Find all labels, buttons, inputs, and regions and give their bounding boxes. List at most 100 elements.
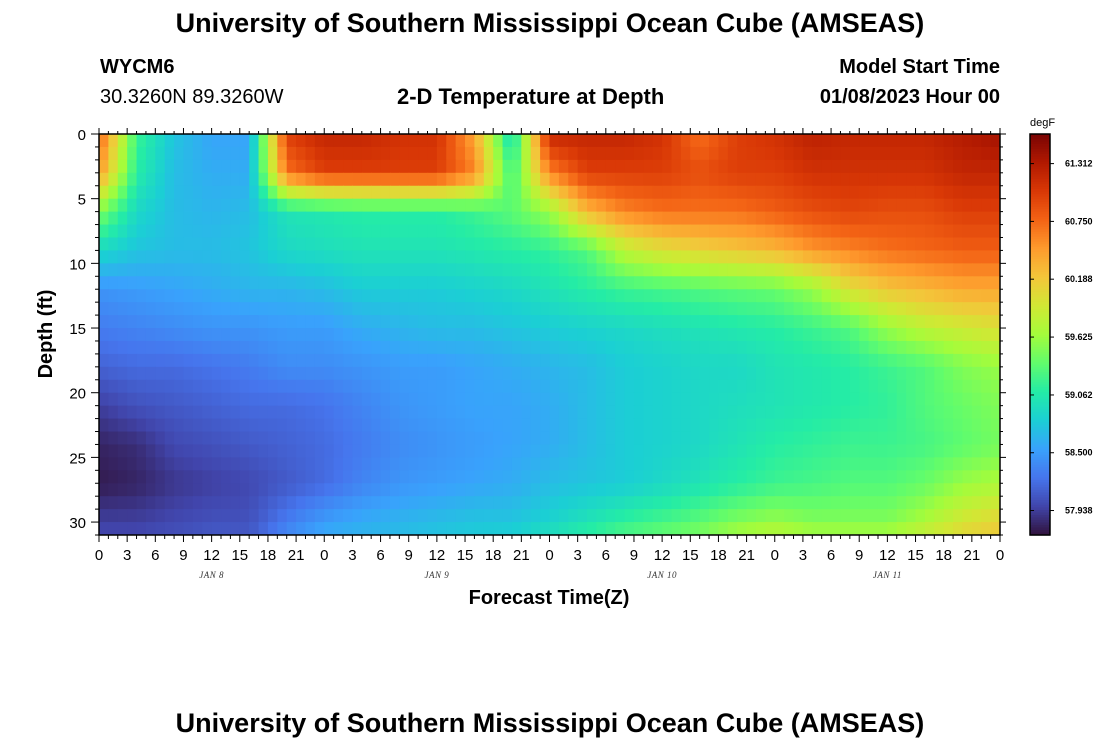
colorbar-swatch — [1030, 449, 1050, 453]
heatmap-cell — [793, 134, 804, 148]
x-tick-label: 12 — [429, 547, 446, 564]
heatmap-cell — [906, 366, 917, 381]
heatmap-cell — [521, 237, 532, 252]
heatmap-cell — [605, 328, 616, 342]
heatmap-cell — [474, 418, 485, 433]
heatmap-cell — [962, 366, 973, 381]
heatmap-cell — [540, 340, 551, 355]
heatmap-cell — [211, 289, 222, 303]
heatmap-cell — [324, 328, 335, 342]
heatmap-cell — [333, 353, 344, 368]
heatmap-cell — [662, 470, 673, 484]
heatmap-cell — [577, 379, 588, 394]
heatmap-cell — [343, 289, 354, 303]
heatmap-cell — [746, 172, 757, 187]
heatmap-cell — [314, 263, 325, 277]
heatmap-cell — [718, 366, 729, 381]
heatmap-cell — [99, 289, 109, 303]
heatmap-cell — [877, 146, 888, 161]
heatmap-cell — [615, 483, 626, 497]
heatmap-cell — [765, 302, 776, 316]
heatmap-cell — [164, 263, 175, 277]
heatmap-cell — [568, 328, 579, 342]
heatmap-cell — [615, 315, 626, 329]
heatmap-cell — [549, 237, 560, 252]
heatmap-cell — [267, 457, 278, 471]
heatmap-cell — [868, 276, 879, 290]
heatmap-cell — [540, 470, 551, 484]
heatmap-cell — [202, 250, 213, 264]
heatmap-cell — [352, 159, 363, 174]
heatmap-cell — [981, 431, 992, 446]
heatmap-cell — [314, 224, 325, 239]
colorbar-swatch — [1030, 186, 1050, 190]
heatmap-cell — [727, 172, 738, 187]
heatmap-cell — [709, 250, 720, 264]
heatmap-cell — [117, 315, 128, 329]
heatmap-cell — [990, 146, 1000, 161]
heatmap-cell — [755, 366, 766, 381]
heatmap-cell — [718, 405, 729, 420]
heatmap-cell — [136, 392, 147, 407]
heatmap-cell — [887, 211, 898, 226]
heatmap-cell — [784, 172, 795, 187]
heatmap-cell — [117, 392, 128, 407]
colorbar-swatch — [1030, 489, 1050, 493]
heatmap-cell — [108, 366, 119, 381]
heatmap-cell — [183, 146, 194, 161]
heatmap-cell — [812, 198, 823, 213]
heatmap-cell — [755, 496, 766, 510]
heatmap-cell — [643, 509, 654, 523]
heatmap-cell — [652, 224, 663, 239]
heatmap-cell — [784, 405, 795, 420]
heatmap-cell — [371, 522, 382, 535]
heatmap-cell — [755, 263, 766, 277]
heatmap-cell — [333, 483, 344, 497]
heatmap-cell — [483, 431, 494, 446]
heatmap-cell — [662, 198, 673, 213]
heatmap-cell — [389, 198, 400, 213]
heatmap-cell — [230, 509, 241, 523]
heatmap-cell — [727, 418, 738, 433]
heatmap-cell — [549, 159, 560, 174]
heatmap-cell — [699, 263, 710, 277]
heatmap-cell — [784, 185, 795, 200]
heatmap-cell — [558, 522, 569, 535]
heatmap-cell — [483, 366, 494, 381]
heatmap-cell — [127, 315, 138, 329]
heatmap-cell — [249, 340, 260, 355]
heatmap-cell — [605, 211, 616, 226]
heatmap-cell — [99, 353, 109, 368]
heatmap-cell — [624, 211, 635, 226]
heatmap-cell — [361, 483, 372, 497]
heatmap-cell — [587, 224, 598, 239]
heatmap-cell — [812, 146, 823, 161]
heatmap-cell — [465, 379, 476, 394]
colorbar-swatch — [1030, 387, 1050, 391]
heatmap-cell — [117, 457, 128, 471]
heatmap-cell — [380, 315, 391, 329]
heatmap-cell — [474, 211, 485, 226]
heatmap-cell — [849, 366, 860, 381]
heatmap-cell — [877, 315, 888, 329]
heatmap-cell — [493, 522, 504, 535]
heatmap-cell — [521, 224, 532, 239]
heatmap-cell — [380, 379, 391, 394]
heatmap-cell — [314, 392, 325, 407]
heatmap-cell — [436, 457, 447, 471]
heatmap-cell — [737, 405, 748, 420]
heatmap-cell — [868, 509, 879, 523]
heatmap-cell — [652, 302, 663, 316]
heatmap-cell — [324, 237, 335, 252]
heatmap-cell — [831, 276, 842, 290]
heatmap-cell — [230, 470, 241, 484]
heatmap-cell — [802, 405, 813, 420]
heatmap-cell — [971, 250, 982, 264]
colorbar-swatch — [1030, 269, 1050, 273]
colorbar-swatch — [1030, 181, 1050, 185]
heatmap-cell — [784, 302, 795, 316]
colorbar-swatch — [1030, 219, 1050, 223]
heatmap-cell — [896, 509, 907, 523]
heatmap-cell — [333, 263, 344, 277]
heatmap-cell — [99, 172, 109, 187]
